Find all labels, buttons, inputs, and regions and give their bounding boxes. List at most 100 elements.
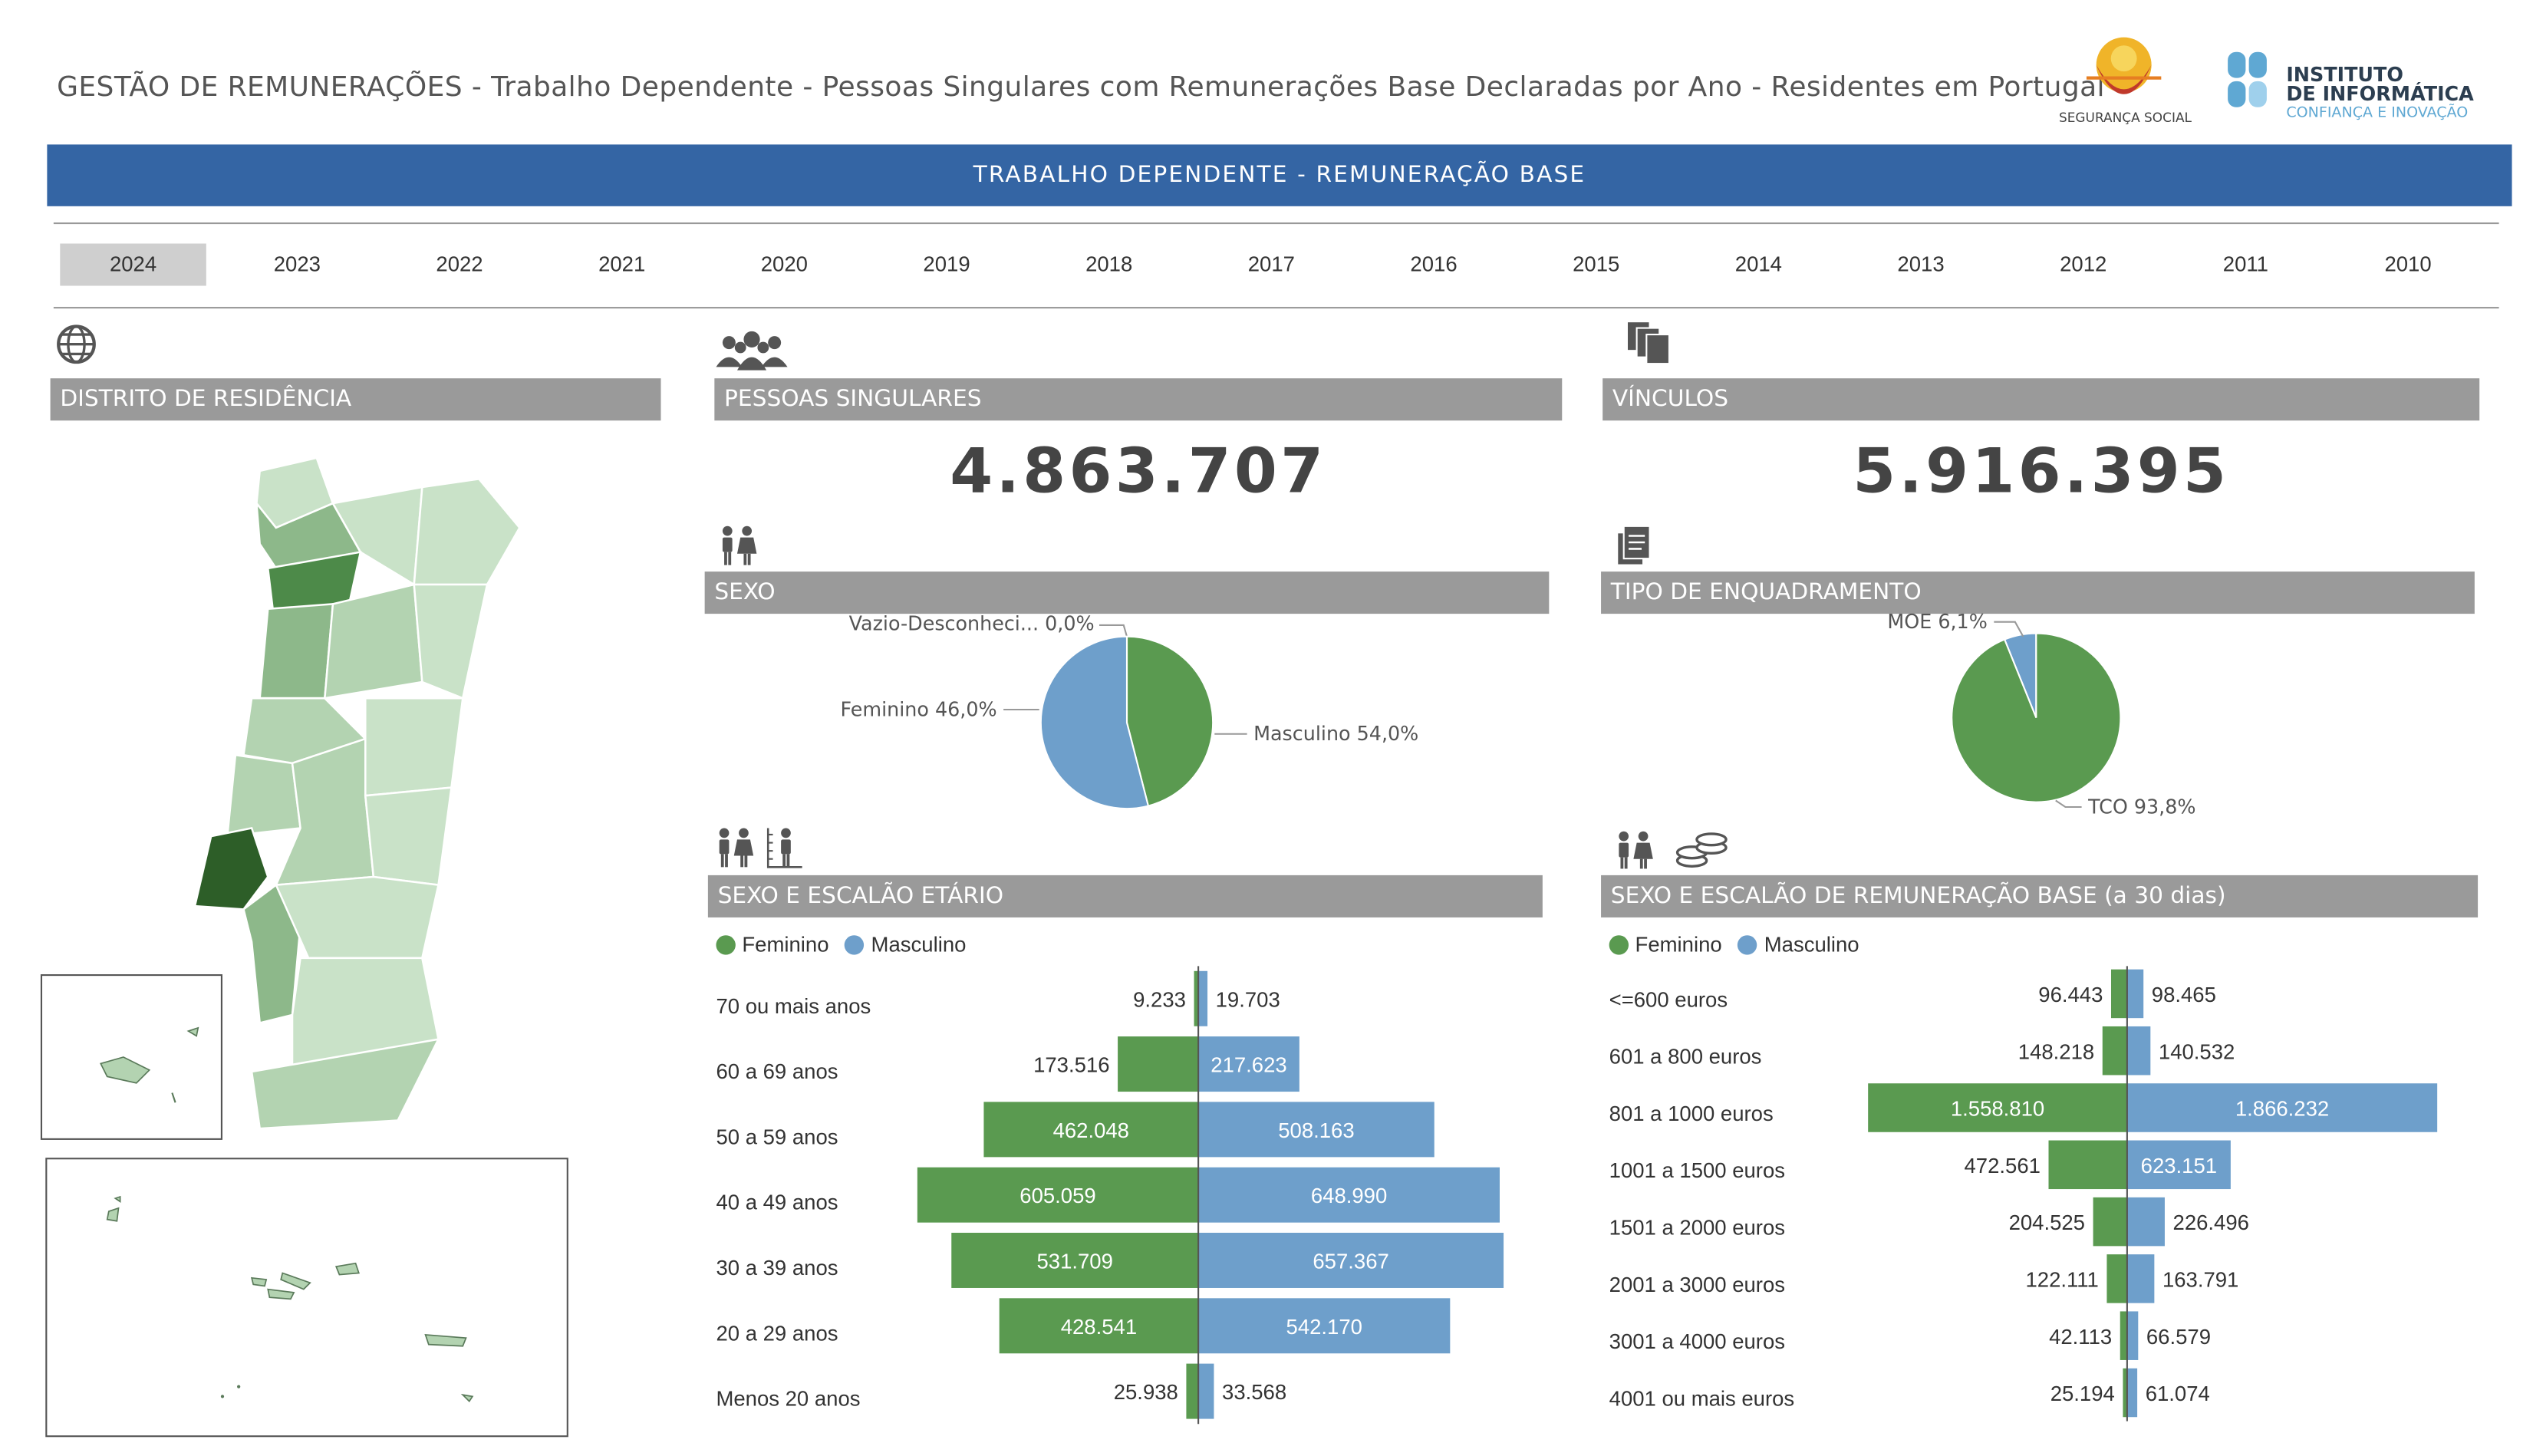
bar-value-masculino: 226.496 (2173, 1211, 2249, 1234)
bar-value-feminino: 96.443 (2038, 983, 2103, 1006)
year-2014[interactable]: 2014 (1734, 252, 1782, 276)
section-header-sexo-remuneracao: SEXO E ESCALÃO DE REMUNERAÇÃO BASE (a 30… (1601, 875, 2479, 917)
bar-feminino[interactable] (2123, 1368, 2127, 1418)
legend-label-feminino: Feminino (1635, 931, 1722, 957)
category-label: 801 a 1000 euros (1609, 1102, 1774, 1125)
portugal-district-map[interactable] (179, 455, 536, 1137)
divider-bottom (53, 307, 2499, 309)
section-header-vinculos: VÍNCULOS (1602, 378, 2480, 421)
bar-feminino[interactable] (1118, 1036, 1199, 1092)
couple-coins-icon (1619, 831, 1728, 869)
year-2019[interactable]: 2019 (923, 252, 970, 276)
bar-feminino[interactable] (2093, 1197, 2127, 1247)
year-2010[interactable]: 2010 (2384, 252, 2432, 276)
pie-label-0: Vazio-Desconheci... 0,0% (849, 611, 1095, 634)
bar-value-masculino: 61.074 (2146, 1382, 2210, 1405)
year-2015[interactable]: 2015 (1573, 252, 1620, 276)
year-2024[interactable]: 2024 (60, 243, 206, 286)
bar-feminino[interactable] (951, 1232, 1199, 1288)
bar-feminino[interactable] (2048, 1140, 2127, 1190)
bar-feminino[interactable] (917, 1167, 1199, 1223)
bar-value-masculino: 66.579 (2146, 1325, 2211, 1349)
bar-feminino[interactable] (2102, 1026, 2127, 1076)
bar-masculino[interactable] (2126, 969, 2144, 1019)
bar-feminino[interactable] (2110, 969, 2127, 1019)
page-title: GESTÃO DE REMUNERAÇÕES - Trabalho Depend… (57, 71, 2106, 104)
bar-value-masculino: 1.866.232 (2235, 1097, 2329, 1121)
bar-masculino[interactable] (2126, 1311, 2139, 1360)
acores-inset[interactable] (45, 1158, 568, 1438)
year-2023[interactable]: 2023 (273, 252, 321, 276)
bar-masculino[interactable] (1198, 1036, 1299, 1092)
year-2011[interactable]: 2011 (2222, 252, 2268, 276)
category-label: Menos 20 anos (716, 1387, 860, 1411)
pie-leader-line (1099, 624, 1128, 637)
year-2021[interactable]: 2021 (598, 252, 646, 276)
category-label: 1001 a 1500 euros (1609, 1158, 1785, 1182)
globe-icon (57, 324, 96, 364)
pie-slice-1[interactable] (1125, 635, 1214, 807)
bar-value-feminino: 204.525 (2009, 1211, 2085, 1234)
year-2017[interactable]: 2017 (1247, 252, 1295, 276)
bar-masculino[interactable] (1198, 970, 1208, 1026)
year-2022[interactable]: 2022 (436, 252, 483, 276)
document-icon (1616, 525, 1651, 566)
year-slicer: 2024 2023 2022 2021 2020 2019 2018 2017 2016 2015… (54, 243, 2489, 286)
legend-remuneracao: Feminino Masculino (1609, 932, 1859, 957)
pie-leader-line (1994, 621, 2024, 637)
bar-feminino[interactable] (2120, 1311, 2127, 1360)
bar-masculino[interactable] (1198, 1167, 1500, 1223)
couple-icon (722, 525, 757, 565)
year-2012[interactable]: 2012 (2060, 252, 2107, 276)
legend-label-feminino: Feminino (742, 931, 829, 957)
bar-feminino[interactable] (2106, 1254, 2127, 1303)
legend-dot-masculino (1738, 934, 1758, 954)
bar-value-feminino: 462.048 (1053, 1118, 1129, 1142)
banner: TRABALHO DEPENDENTE - REMUNERAÇÃO BASE (47, 144, 2512, 206)
year-2016[interactable]: 2016 (1410, 252, 1458, 276)
bar-value-feminino: 173.516 (1033, 1053, 1109, 1077)
bar-chart-remuneracao: <=600 euros 96.443 98.465 601 a 800 euros 14… (1601, 965, 2494, 1437)
category-label: 40 a 49 anos (716, 1191, 838, 1214)
pie-label-1: Feminino 46,0% (841, 697, 997, 720)
bar-value-masculino: 648.990 (1311, 1184, 1387, 1207)
bar-masculino[interactable] (2126, 1026, 2151, 1076)
bar-feminino[interactable] (1186, 1363, 1199, 1419)
bar-value-masculino: 19.703 (1216, 987, 1280, 1011)
bar-masculino[interactable] (2126, 1197, 2165, 1247)
district-portalegre (364, 786, 453, 887)
year-2018[interactable]: 2018 (1085, 252, 1133, 276)
bar-masculino[interactable] (2126, 1083, 2438, 1132)
bar-masculino[interactable] (1198, 1232, 1504, 1288)
bar-feminino[interactable] (1194, 970, 1199, 1026)
year-2020[interactable]: 2020 (760, 252, 808, 276)
district-faro (250, 1038, 440, 1130)
bar-masculino[interactable] (2126, 1368, 2138, 1418)
bar-masculino[interactable] (1198, 1298, 1451, 1354)
bar-feminino[interactable] (1868, 1083, 2127, 1132)
district-braganca (413, 478, 521, 586)
documents-stack-icon (1626, 321, 1671, 365)
category-label: 50 a 59 anos (716, 1125, 838, 1148)
district-lisboa (193, 827, 269, 911)
bar-feminino[interactable] (999, 1298, 1199, 1354)
bar-value-feminino: 531.709 (1036, 1250, 1112, 1273)
bar-masculino[interactable] (2126, 1140, 2231, 1190)
bar-masculino[interactable] (1198, 1102, 1434, 1158)
madeira-inset[interactable] (40, 974, 222, 1140)
bar-feminino[interactable] (983, 1102, 1199, 1158)
category-label: 4001 ou mais euros (1609, 1386, 1795, 1410)
legend-label-masculino: Masculino (871, 931, 967, 957)
section-header-enquadramento: TIPO DE ENQUADRAMENTO (1601, 572, 2475, 614)
pie-slice-1[interactable] (1951, 632, 2122, 803)
category-label: 20 a 29 anos (716, 1321, 838, 1345)
year-2013[interactable]: 2013 (1897, 252, 1945, 276)
bar-masculino[interactable] (2126, 1254, 2155, 1303)
seguranca-social-label: SEGURANÇA SOCIAL (2058, 110, 2192, 125)
legend-dot-feminino (716, 934, 736, 954)
bar-masculino[interactable] (1198, 1363, 1214, 1419)
kpi-pessoas-singulares: 4.863.707 (950, 435, 1327, 507)
bar-value-feminino: 605.059 (1019, 1184, 1095, 1207)
legend-dot-feminino (1609, 934, 1629, 954)
pie-slice-2[interactable] (1039, 635, 1150, 810)
